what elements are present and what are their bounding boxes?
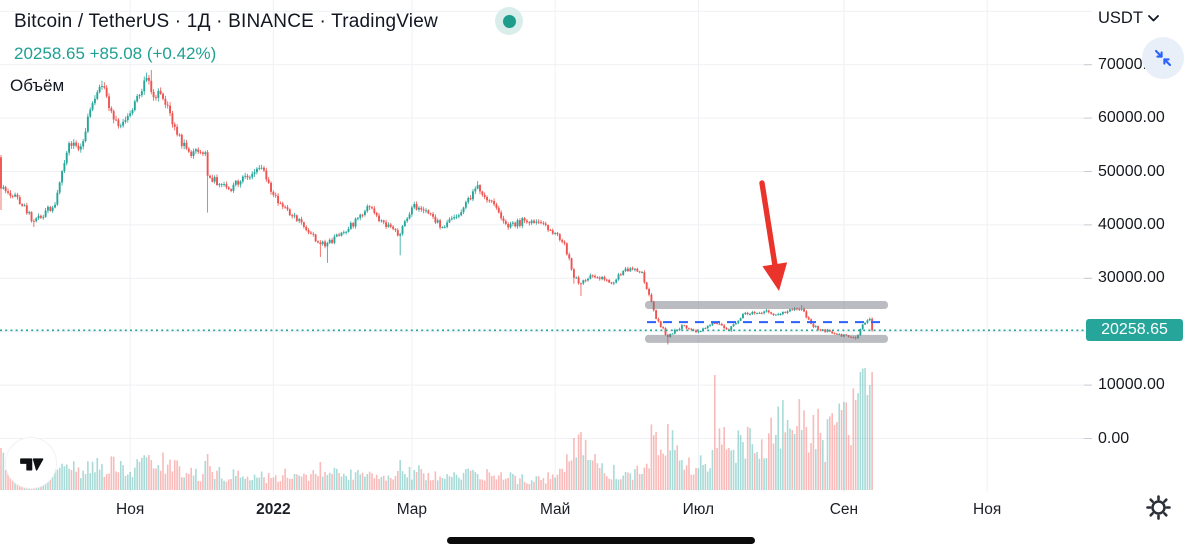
price-scale-label: 60000.00 [1098, 109, 1165, 127]
time-scale-label: 2022 [256, 501, 291, 518]
price-scale-label: 0.00 [1098, 429, 1130, 447]
time-scale-label: Май [539, 501, 571, 518]
chevron-down-icon [1148, 15, 1159, 22]
price-scale-label: 50000.00 [1098, 162, 1165, 180]
market-status-dot-icon [502, 14, 516, 28]
price-scale-label: 30000.00 [1098, 269, 1165, 287]
collapse-arrows-icon [1154, 49, 1172, 67]
symbol-title[interactable]: Bitcoin / TetherUS · 1Д · BINANCE · Trad… [14, 11, 438, 32]
current-price-badge: 20258.65 [1086, 319, 1183, 342]
status-dot-halo [495, 7, 523, 35]
tradingview-logo[interactable] [6, 438, 56, 488]
time-scale-label: Ноя [116, 501, 145, 518]
currency-selector[interactable]: USDT [1098, 9, 1159, 28]
time-scale-label: Сен [829, 501, 859, 518]
settings-gear-icon[interactable] [1145, 494, 1172, 526]
home-indicator[interactable] [447, 537, 755, 544]
time-scale-label: Июл [682, 501, 715, 518]
price-scale-label: 40000.00 [1098, 215, 1165, 233]
collapse-chart-button[interactable] [1142, 37, 1184, 79]
tradingview-logo-icon [19, 457, 43, 471]
price-scale-label: 10000.00 [1098, 376, 1165, 394]
volume-indicator-label[interactable]: Объём [10, 76, 65, 95]
currency-label: USDT [1098, 9, 1143, 27]
price-change-line: 20258.65 +85.08 (+0.42%) [14, 44, 217, 63]
time-scale-label: Мар [396, 501, 428, 518]
time-scale-label: Ноя [973, 501, 1002, 518]
